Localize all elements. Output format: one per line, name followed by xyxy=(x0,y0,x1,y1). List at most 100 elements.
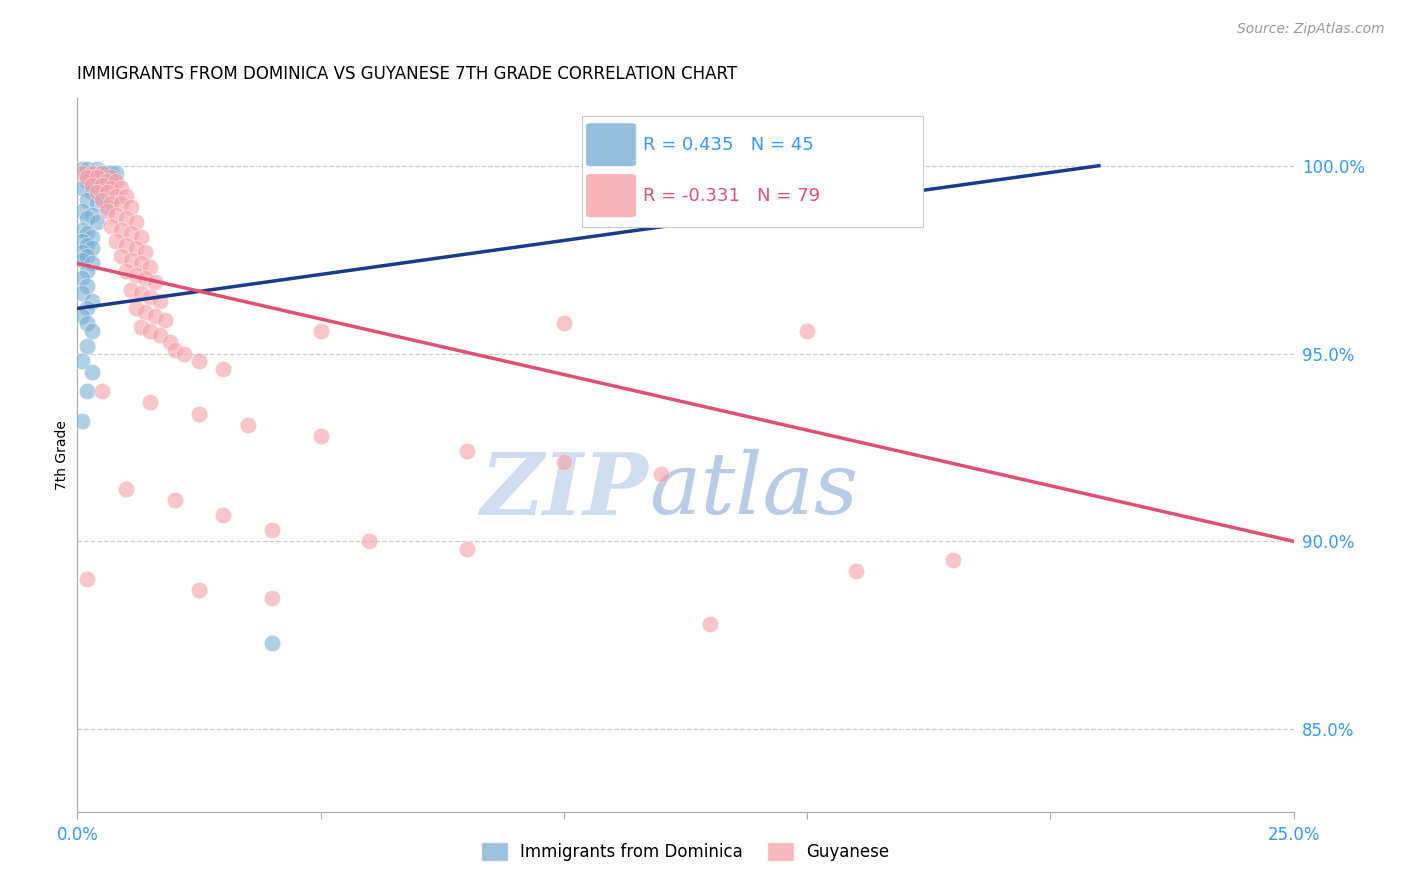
Point xyxy=(159,335,181,350)
Point xyxy=(76,264,98,278)
Point xyxy=(76,279,98,293)
Point xyxy=(115,211,138,226)
Point xyxy=(163,343,186,357)
Point xyxy=(125,268,148,282)
Point xyxy=(149,293,172,308)
Point xyxy=(699,616,721,631)
Point xyxy=(120,252,142,267)
Point xyxy=(120,283,142,297)
Point xyxy=(845,565,868,579)
Point xyxy=(134,271,156,285)
Point xyxy=(80,324,103,338)
Point xyxy=(173,346,195,360)
Point xyxy=(134,305,156,319)
Point xyxy=(153,312,176,326)
Point xyxy=(212,361,235,376)
Point xyxy=(86,178,108,192)
Point xyxy=(96,166,118,180)
Point xyxy=(115,237,138,252)
Point xyxy=(110,181,132,195)
Point xyxy=(80,241,103,255)
Point xyxy=(76,572,98,586)
Point xyxy=(942,553,965,567)
Point xyxy=(76,249,98,263)
Point xyxy=(260,523,283,537)
Point xyxy=(80,365,103,379)
Point xyxy=(309,429,332,443)
Point xyxy=(115,482,138,496)
Point xyxy=(90,384,112,398)
Point xyxy=(70,234,93,248)
Point xyxy=(70,252,93,267)
Point xyxy=(76,169,98,184)
Point xyxy=(86,215,108,229)
Point xyxy=(115,264,138,278)
Point xyxy=(110,196,132,211)
Point xyxy=(456,541,478,556)
Point xyxy=(96,200,118,214)
Point xyxy=(70,309,93,323)
Point xyxy=(120,227,142,241)
Point xyxy=(188,354,211,368)
Point xyxy=(163,493,186,508)
Text: Source: ZipAtlas.com: Source: ZipAtlas.com xyxy=(1237,22,1385,37)
Point xyxy=(139,290,162,304)
Point xyxy=(100,219,122,233)
Point xyxy=(149,327,172,342)
Point xyxy=(139,324,162,338)
Point xyxy=(90,193,112,207)
Point xyxy=(90,188,112,202)
Point xyxy=(125,215,148,229)
Point xyxy=(70,222,93,236)
Point xyxy=(188,407,211,421)
Point xyxy=(96,185,118,199)
Point xyxy=(70,162,93,177)
Point xyxy=(260,591,283,605)
Point xyxy=(139,395,162,409)
Point xyxy=(212,508,235,522)
Point xyxy=(70,181,93,195)
Point xyxy=(80,230,103,244)
Point xyxy=(76,317,98,331)
Point xyxy=(553,317,575,331)
Point xyxy=(70,166,93,180)
Point xyxy=(70,286,93,301)
Point xyxy=(100,181,122,195)
Point xyxy=(90,178,112,192)
Legend: Immigrants from Dominica, Guyanese: Immigrants from Dominica, Guyanese xyxy=(475,836,896,868)
Point xyxy=(80,208,103,222)
Point xyxy=(80,293,103,308)
Point xyxy=(76,211,98,226)
Point xyxy=(796,324,818,338)
Point xyxy=(80,185,103,199)
Point xyxy=(129,230,152,244)
Point xyxy=(260,636,283,650)
Point xyxy=(100,166,122,180)
Point xyxy=(143,275,166,289)
Text: IMMIGRANTS FROM DOMINICA VS GUYANESE 7TH GRADE CORRELATION CHART: IMMIGRANTS FROM DOMINICA VS GUYANESE 7TH… xyxy=(77,65,738,83)
Point xyxy=(76,384,98,398)
Point xyxy=(110,222,132,236)
Point xyxy=(76,237,98,252)
Point xyxy=(76,339,98,353)
Point xyxy=(120,200,142,214)
Point xyxy=(76,174,98,188)
Y-axis label: 7th Grade: 7th Grade xyxy=(55,420,69,490)
Point xyxy=(76,227,98,241)
Point xyxy=(80,166,103,180)
Point xyxy=(86,185,108,199)
Point xyxy=(90,166,112,180)
Point xyxy=(125,241,148,255)
Point xyxy=(110,249,132,263)
Point xyxy=(70,414,93,428)
Point xyxy=(96,203,118,218)
Point xyxy=(650,467,672,481)
Point xyxy=(80,178,103,192)
Point xyxy=(76,162,98,177)
Point xyxy=(86,169,108,184)
Point xyxy=(76,301,98,316)
Point xyxy=(129,256,152,270)
Point xyxy=(70,245,93,260)
Text: ZIP: ZIP xyxy=(481,449,650,533)
Point xyxy=(70,203,93,218)
